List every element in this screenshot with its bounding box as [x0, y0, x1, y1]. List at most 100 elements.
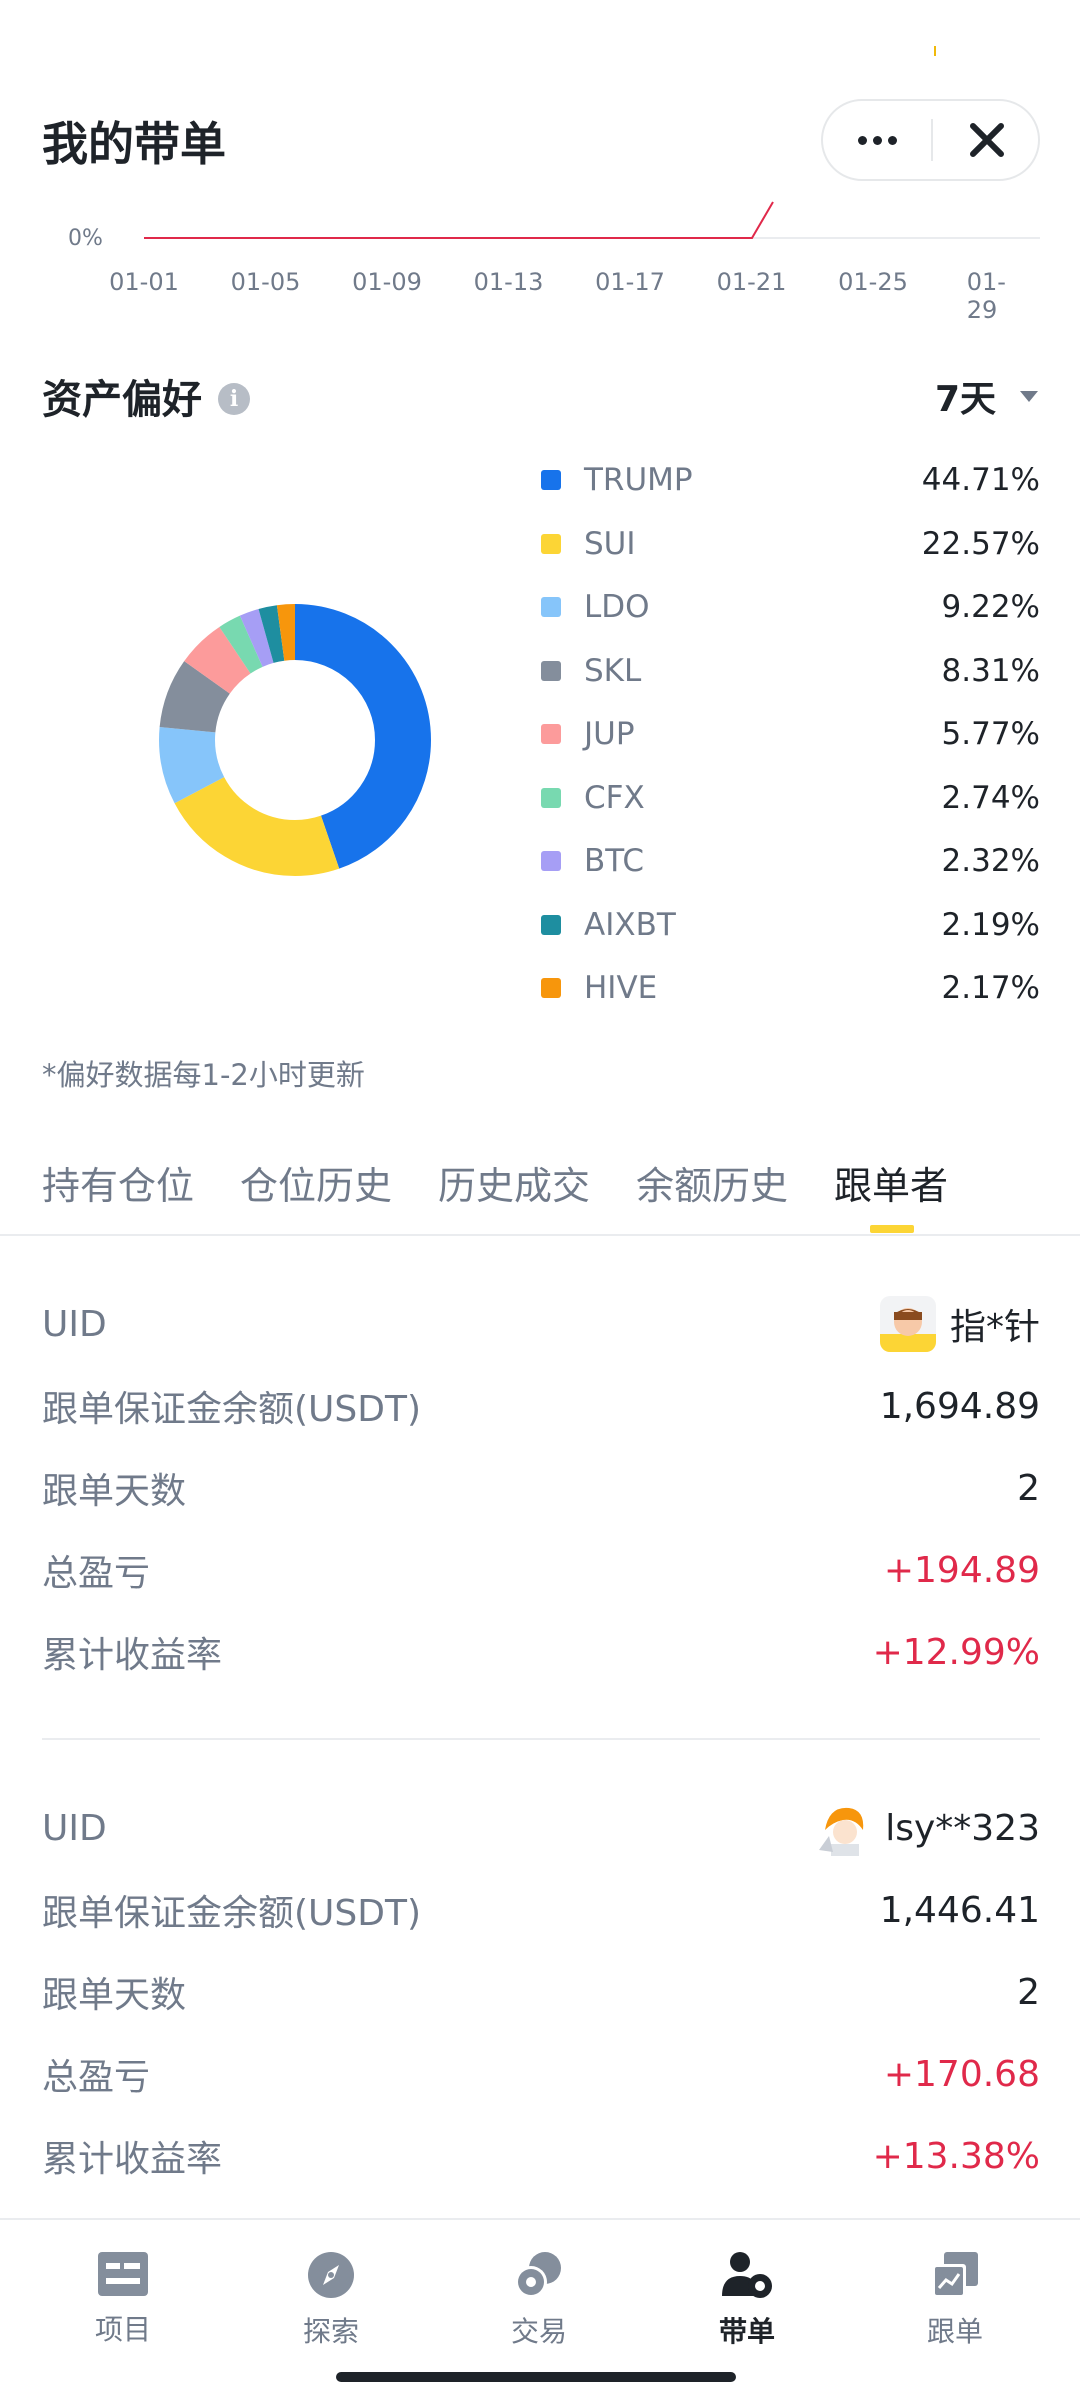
tab-balance-history[interactable]: 余额历史 [636, 1164, 789, 1208]
legend-name: BTC [584, 843, 645, 879]
follower-days-row: 跟单天数 2 [42, 1460, 1040, 1516]
legend-name: AIXBT [584, 906, 676, 943]
days-label: 跟单天数 [42, 1975, 187, 2016]
donut-slice-sui [159, 604, 431, 876]
info-icon[interactable]: i [218, 383, 250, 415]
close-button[interactable] [933, 101, 1040, 179]
legend-name: HIVE [584, 970, 658, 1006]
update-note: *偏好数据每1-2小时更新 [42, 1058, 365, 1092]
x-axis-labels: 01-01 01-05 01-09 01-13 01-17 01-21 01-25 01-29 [100, 268, 1050, 324]
x-tick-label: 01-13 [473, 268, 544, 296]
legend-item-cfx: CFX 2.74% [541, 778, 1040, 818]
avatar-anime-icon [815, 1800, 872, 1856]
asset-donut-chart [159, 604, 431, 876]
nav-label: 带单 [718, 2315, 775, 2348]
follower-pnl-row: 总盈亏 +170.68 [42, 2046, 1040, 2102]
legend-swatch [541, 660, 561, 681]
legend-item-trump: TRUMP 44.71% [541, 460, 1040, 500]
avatar [815, 1800, 872, 1856]
days-label: 跟单天数 [42, 1471, 187, 1512]
follower-user[interactable]: 指*针 [879, 1296, 1040, 1352]
legend-item-skl: SKL 8.31% [541, 651, 1040, 691]
x-tick-label: 01-17 [595, 268, 665, 296]
legend-item-btc: BTC 2.32% [541, 841, 1040, 881]
tab-open-positions[interactable]: 持有仓位 [42, 1164, 195, 1208]
legend-percent: 2.74% [941, 779, 1040, 816]
trade-coins-icon [515, 2252, 561, 2298]
follower-uid-row: UID lsy**323 [42, 1800, 1040, 1856]
legend-swatch [541, 978, 561, 998]
follower-uid-row: UID 指*针 [42, 1296, 1040, 1352]
period-label: 7天 [934, 379, 996, 420]
roi-value: +12.99% [872, 1631, 1040, 1673]
legend-item-jup: JUP 5.77% [541, 714, 1040, 754]
legend-percent: 22.57% [921, 525, 1040, 562]
nav-label: 交易 [510, 2315, 567, 2348]
legend-swatch [541, 533, 561, 554]
legend-swatch [541, 724, 561, 744]
pnl-value: +170.68 [883, 2053, 1040, 2095]
donut-slice-hive [159, 604, 431, 876]
tab-followers[interactable]: 跟单者 [834, 1164, 949, 1208]
copy-trade-icon [932, 2252, 978, 2298]
legend-percent: 9.22% [941, 589, 1040, 625]
caret-down-icon [1020, 390, 1038, 402]
legend-percent: 44.71% [921, 462, 1040, 498]
capsule-divider [931, 119, 933, 161]
nav-label: 跟单 [926, 2315, 983, 2348]
follower-days-row: 跟单天数 2 [42, 1964, 1040, 2020]
margin-value: 1,446.41 [879, 1889, 1040, 1931]
home-indicator [336, 2372, 736, 2382]
legend-percent: 2.17% [941, 970, 1040, 1006]
more-dot-icon [858, 135, 867, 145]
card-divider [42, 1738, 1040, 1740]
pnl-line-chart [144, 201, 1040, 239]
follower-margin-row: 跟单保证金余额(USDT) 1,694.89 [42, 1378, 1040, 1434]
roi-label: 累计收益率 [42, 2139, 223, 2180]
legend-swatch [541, 851, 561, 871]
legend-name: SUI [584, 525, 636, 562]
compass-icon [308, 2252, 354, 2298]
period-selector[interactable]: 7天 [935, 370, 1038, 422]
follower-name: 指*针 [949, 1307, 1040, 1348]
follower-roi-row: 累计收益率 +13.38% [42, 2128, 1040, 2184]
nav-label: 探索 [302, 2315, 359, 2348]
pnl-series-line [144, 201, 774, 239]
legend-percent: 2.32% [941, 843, 1040, 879]
bottom-nav: 项目 探索 交易 带单 跟单 [0, 2218, 1080, 2400]
legend-name: SKL [584, 652, 642, 689]
x-tick-label: 01-09 [352, 268, 422, 296]
legend-swatch [541, 470, 561, 490]
x-tick-label: 01-01 [109, 268, 179, 296]
status-tick [934, 46, 936, 56]
page-title: 我的带单 [42, 117, 226, 171]
nav-copy-trading[interactable]: 跟单 [875, 2250, 1035, 2350]
legend-percent: 8.31% [941, 652, 1040, 689]
pnl-label: 总盈亏 [42, 1553, 151, 1594]
active-tab-indicator [870, 1225, 914, 1233]
x-tick-label: 01-05 [230, 268, 301, 296]
close-icon [969, 123, 1004, 157]
nav-trade[interactable]: 交易 [459, 2250, 619, 2350]
follower-pnl-row: 总盈亏 +194.89 [42, 1542, 1040, 1598]
pnl-label: 总盈亏 [42, 2057, 151, 2098]
nav-explore[interactable]: 探索 [251, 2250, 411, 2350]
legend-name: TRUMP [584, 462, 693, 498]
pnl-value: +194.89 [883, 1549, 1040, 1591]
margin-value: 1,694.89 [879, 1385, 1040, 1427]
avatar-girl-icon [879, 1296, 936, 1352]
asset-preference-title: 资产偏好 i [42, 367, 250, 425]
tab-position-history[interactable]: 仓位历史 [240, 1164, 393, 1208]
tab-trade-history[interactable]: 历史成交 [438, 1164, 591, 1208]
legend-percent: 5.77% [941, 716, 1040, 752]
roi-value: +13.38% [872, 2135, 1040, 2177]
nav-lead-trading[interactable]: 带单 [667, 2250, 827, 2350]
legend-item-ldo: LDO 9.22% [541, 587, 1040, 627]
legend-item-sui: SUI 22.57% [541, 524, 1040, 564]
follower-user[interactable]: lsy**323 [815, 1800, 1040, 1856]
nav-projects[interactable]: 项目 [43, 2250, 203, 2348]
more-button[interactable] [823, 101, 932, 179]
projects-icon [98, 2252, 148, 2296]
tab-divider [0, 1234, 1080, 1236]
legend-swatch [541, 914, 561, 935]
